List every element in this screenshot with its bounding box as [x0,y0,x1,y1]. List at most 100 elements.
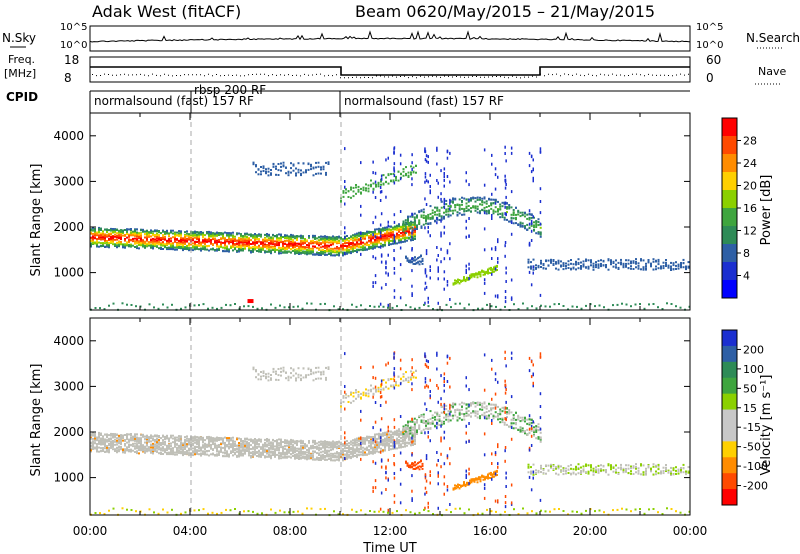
power-cell [535,222,538,225]
power-cell [188,235,190,238]
power-cell [128,235,130,238]
power-cell [342,248,344,251]
power-cell [272,234,274,237]
power-cell [612,265,615,268]
power-cell [454,302,457,305]
power-cell [216,231,218,234]
power-cell [427,225,429,229]
nsky-trace [89,30,691,43]
velocity-cell [174,453,176,456]
power-cell [402,233,404,236]
power-cell [246,236,248,239]
power-cell [406,223,408,226]
power-cell [162,237,164,240]
power-cell [487,270,489,273]
power-cell [146,232,148,234]
power-cell [458,282,461,285]
power-cell [640,259,642,262]
power-cell [411,215,414,218]
power-cell [294,249,296,251]
velocity-cell [146,447,148,450]
power-cell [393,235,396,239]
velocity-cell [248,442,250,445]
power-cell [344,239,346,242]
power-cell [114,233,116,236]
power-cell [455,279,458,282]
power-cell [354,250,356,252]
power-cell [172,242,174,245]
power-cell [244,247,246,250]
power-cell [300,245,302,248]
power-cell [312,242,314,245]
velocity-cell [252,441,254,444]
power-cell [328,249,330,252]
power-cell [411,284,413,288]
power-cell [244,235,246,238]
velocity-cell [242,440,244,442]
power-cell [248,233,250,236]
power-cell [374,215,377,219]
power-cell [494,265,497,268]
velocity-cell [130,438,132,441]
power-cell [458,198,461,201]
power-cell [396,227,398,230]
power-cell [411,260,413,263]
power-cell [675,267,677,270]
power-cell [216,248,218,251]
power-cell [595,263,597,266]
power-cell [212,234,214,237]
power-cell [386,233,388,236]
power-cell [364,248,366,251]
power-cell [286,247,288,250]
power-cell [130,231,132,234]
power-cell [144,245,146,248]
power-cell [562,263,565,266]
velocity-cell [104,440,106,443]
power-cell [510,206,513,209]
power-cell [447,205,450,208]
power-cell [474,200,477,203]
power-cell [512,217,515,220]
velocity-cell [160,452,162,455]
power-cell [248,240,250,243]
velocity-cell [196,442,198,445]
velocity-cell [124,448,126,451]
nsky-frame [89,25,691,52]
power-cell [160,239,162,242]
power-cell [567,267,570,269]
power-cell [144,246,146,249]
power-cell [385,261,387,265]
power-cell [248,245,250,248]
power-cell [184,243,186,245]
power-cell [434,213,436,216]
power-cell [118,244,120,246]
power-cell [411,257,413,260]
power-cell [528,218,531,221]
power-cell [443,231,445,235]
power-cell [242,244,244,247]
power-cell [160,232,162,235]
power-cell [328,241,330,244]
power-cell [515,213,517,216]
power-cell [532,215,534,219]
y-tick-label: 3000 [53,174,84,188]
power-cell [443,175,445,179]
power-cell [431,217,434,220]
velocity-cell [158,443,160,445]
power-cell [446,283,449,287]
power-cell [224,247,226,249]
power-cell [262,167,265,170]
power-cell [427,160,429,164]
power-cell [465,235,467,239]
power-cell [385,181,387,184]
power-cell [222,235,224,238]
power-cell [374,241,376,244]
power-cell [124,234,126,237]
power-cell [326,246,328,249]
velocity-cell [100,437,102,440]
power-cell [425,274,428,278]
power-cell [494,167,497,171]
power-cell [158,236,160,239]
power-cell [170,244,172,247]
